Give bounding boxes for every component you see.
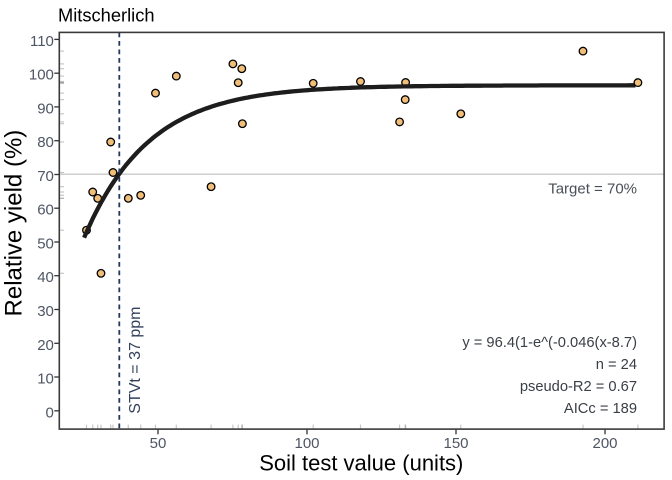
svg-text:Target = 70%: Target = 70% — [548, 181, 637, 198]
svg-text:50: 50 — [37, 236, 54, 253]
svg-text:0: 0 — [46, 404, 54, 421]
svg-text:40: 40 — [37, 269, 54, 286]
svg-text:100: 100 — [294, 435, 319, 452]
svg-text:Soil test value (units): Soil test value (units) — [259, 450, 463, 475]
svg-text:10: 10 — [37, 371, 54, 388]
svg-text:AICc = 189: AICc = 189 — [564, 401, 637, 417]
svg-text:Mitscherlich: Mitscherlich — [58, 4, 155, 25]
svg-text:200: 200 — [592, 435, 617, 452]
svg-text:100: 100 — [29, 67, 54, 84]
svg-text:90: 90 — [37, 100, 54, 117]
svg-text:y = 96.4(1-e^(-0.046(x-8.7): y = 96.4(1-e^(-0.046(x-8.7) — [462, 335, 637, 351]
svg-text:STVt = 37 ppm: STVt = 37 ppm — [127, 307, 144, 414]
svg-text:30: 30 — [37, 303, 54, 320]
svg-text:n = 24: n = 24 — [596, 357, 637, 373]
svg-text:110: 110 — [30, 33, 54, 50]
svg-text:Relative yield (%): Relative yield (%) — [1, 130, 28, 317]
svg-text:20: 20 — [37, 337, 54, 354]
svg-text:70: 70 — [37, 168, 54, 185]
svg-text:150: 150 — [443, 435, 468, 452]
svg-text:50: 50 — [150, 435, 167, 452]
svg-text:pseudo-R2 = 0.67: pseudo-R2 = 0.67 — [520, 379, 637, 395]
svg-text:80: 80 — [37, 134, 54, 151]
svg-text:60: 60 — [37, 202, 54, 219]
